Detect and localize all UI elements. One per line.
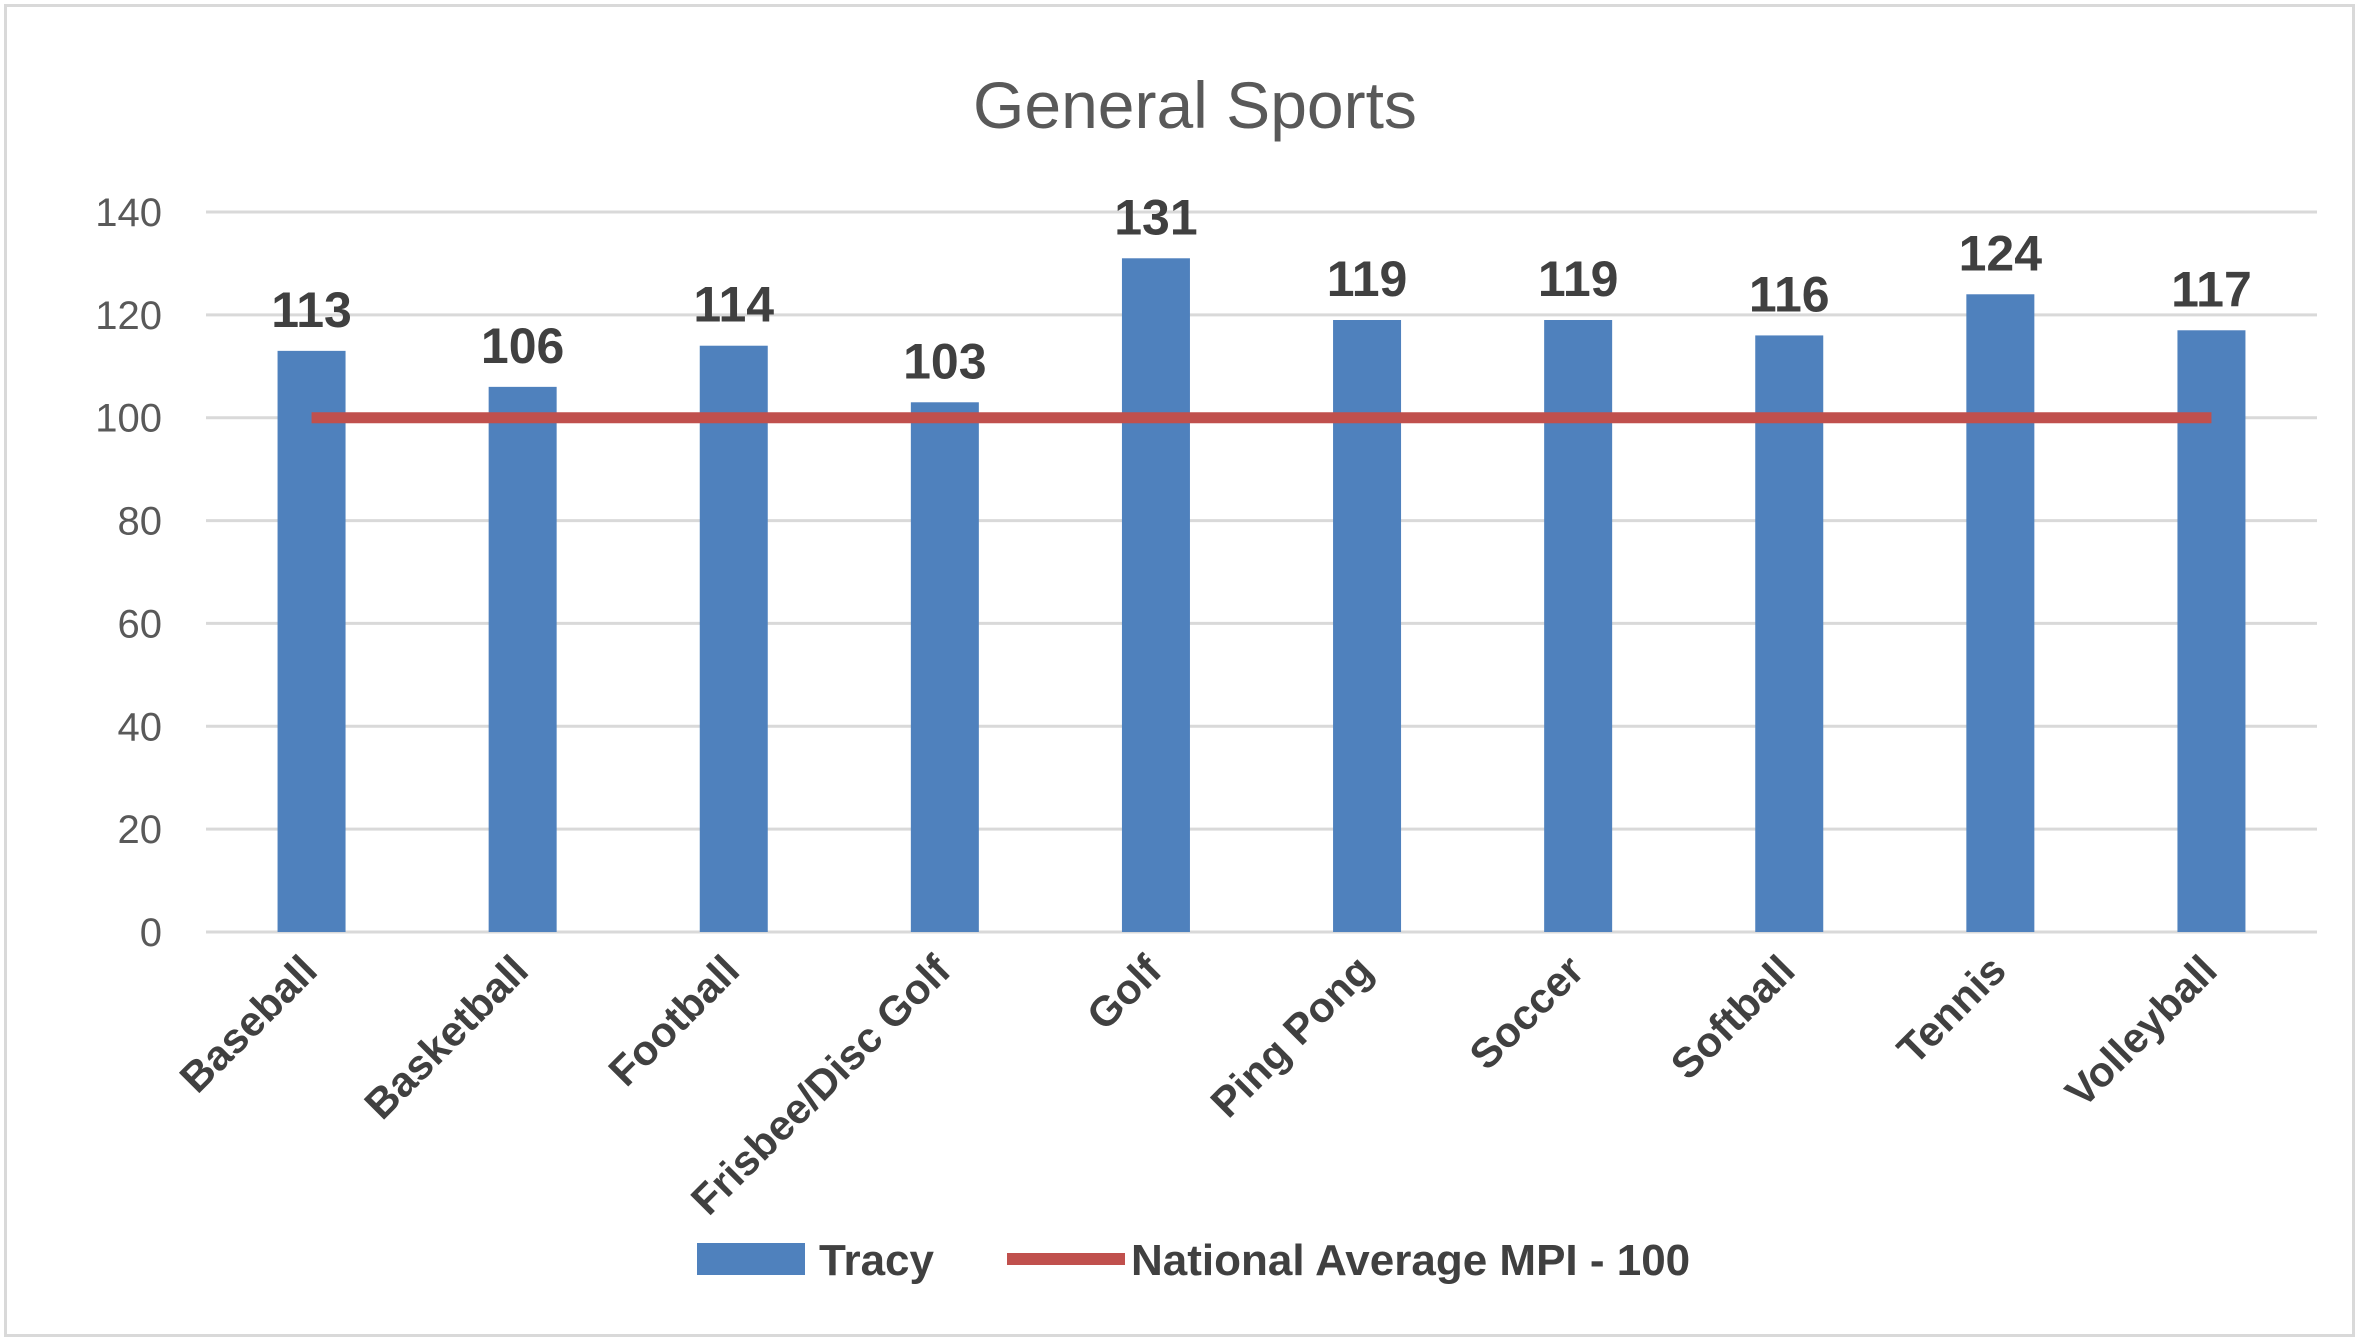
x-tick-label: Baseball xyxy=(171,946,326,1101)
y-axis-ticks: 0 20 40 60 80 100 120 140 xyxy=(95,191,162,955)
data-label: 124 xyxy=(1959,225,2043,281)
chart-frame: General Sports 0 20 40 60 80 100 120 140 113 106… xyxy=(4,4,2355,1337)
data-label: 119 xyxy=(1538,251,1619,307)
bar xyxy=(1333,320,1402,932)
y-tick-label: 100 xyxy=(95,397,162,441)
legend-label-tracy: Tracy xyxy=(819,1236,935,1285)
x-tick-label: Golf xyxy=(1078,945,1171,1038)
data-label: 103 xyxy=(903,333,986,389)
bar xyxy=(1755,335,1824,932)
bar xyxy=(1966,294,2035,932)
x-tick-label: Soccer xyxy=(1460,946,1592,1078)
bar xyxy=(2177,330,2246,932)
y-tick-label: 120 xyxy=(95,294,162,338)
data-label: 113 xyxy=(271,282,352,338)
bar xyxy=(1121,258,1190,932)
data-label: 131 xyxy=(1114,189,1197,245)
data-label: 116 xyxy=(1749,266,1830,322)
y-tick-label: 140 xyxy=(95,191,162,235)
y-tick-label: 0 xyxy=(140,911,162,955)
legend-swatch-tracy xyxy=(697,1243,805,1275)
x-tick-label: Tennis xyxy=(1888,946,2015,1073)
bar xyxy=(488,386,557,932)
legend-swatch-national-average xyxy=(1007,1253,1125,1265)
bar xyxy=(1544,320,1613,932)
x-tick-label: Softball xyxy=(1661,946,1803,1088)
bar-chart: General Sports 0 20 40 60 80 100 120 140 113 106… xyxy=(95,68,2317,1285)
data-label: 117 xyxy=(2171,261,2252,317)
legend-label-national-average: National Average MPI - 100 xyxy=(1131,1236,1690,1285)
x-tick-label: Football xyxy=(599,946,748,1095)
bar xyxy=(910,402,979,932)
bar xyxy=(277,350,346,932)
data-label: 114 xyxy=(693,277,774,333)
x-tick-label: Volleyball xyxy=(2056,946,2226,1116)
legend: Tracy National Average MPI - 100 xyxy=(697,1236,1690,1285)
data-label: 119 xyxy=(1327,251,1408,307)
chart-title: General Sports xyxy=(973,68,1417,142)
y-tick-label: 20 xyxy=(118,808,163,852)
x-tick-label: Ping Pong xyxy=(1201,946,1381,1126)
x-tick-label: Basketball xyxy=(355,946,537,1128)
bar xyxy=(699,345,768,932)
bars xyxy=(277,258,2246,932)
y-tick-label: 60 xyxy=(118,602,163,646)
y-tick-label: 40 xyxy=(118,705,163,749)
data-labels: 113 106 114 103 131 119 119 116 124 117 xyxy=(271,189,2252,389)
y-tick-label: 80 xyxy=(118,500,163,544)
data-label: 106 xyxy=(481,318,564,374)
